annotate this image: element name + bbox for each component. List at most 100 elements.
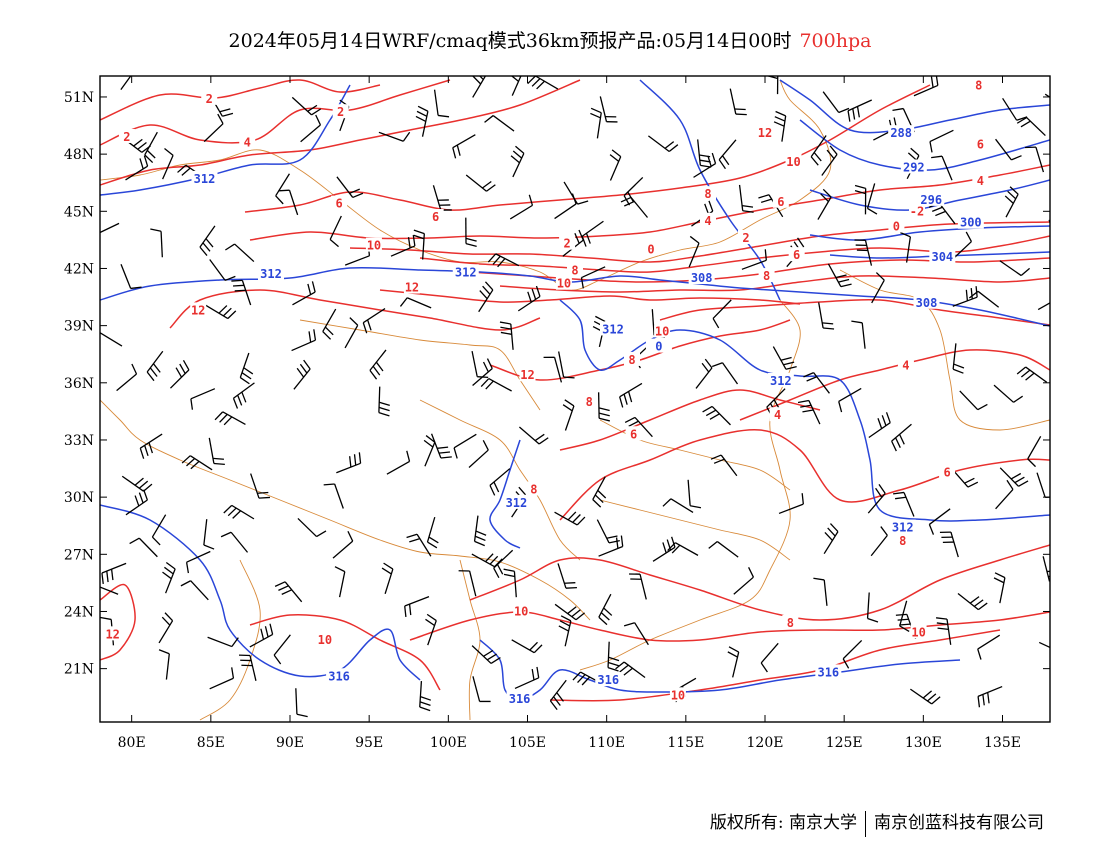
lon-tick-label: 105E <box>509 735 546 751</box>
wind-barb <box>250 473 271 499</box>
lon-tick-label: 110E <box>588 735 625 751</box>
wind-barb <box>158 649 170 680</box>
label-bg <box>567 262 583 277</box>
wind-barb <box>891 423 912 452</box>
wind-barb <box>847 99 873 122</box>
height-contour-line <box>489 439 521 549</box>
height-contour-line <box>779 79 1050 134</box>
lat-tick-label: 21N <box>64 662 94 678</box>
temperature-label: 10 <box>514 604 528 618</box>
lat-tick-label: 36N <box>64 376 94 392</box>
wind-barb <box>332 530 354 559</box>
boundary-line <box>199 559 261 721</box>
label-bg <box>757 125 773 140</box>
label-bg <box>104 626 121 641</box>
wind-barb <box>362 307 386 334</box>
wind-barb <box>562 399 575 431</box>
height-label: 288 <box>890 126 912 140</box>
height-contour-line <box>809 179 1050 211</box>
wind-barb <box>558 615 572 647</box>
lat-tick-label: 48N <box>64 147 94 163</box>
label-bg <box>427 209 444 224</box>
wind-barb <box>273 634 291 665</box>
wind-barb <box>423 435 436 467</box>
wind-barb <box>399 297 432 309</box>
lat-tick-label: 24N <box>64 604 94 620</box>
map-title: 2024年05月14日WRF/cmaq模式36km预报产品:05月14日00时 7… <box>0 26 1100 53</box>
wind-barb <box>205 304 237 320</box>
temperature-label: 0 <box>647 242 654 256</box>
temperature-contour-line <box>409 611 1050 642</box>
wind-barb <box>146 350 164 382</box>
wind-barb <box>868 412 891 439</box>
wind-barb <box>995 138 1022 161</box>
wind-barb <box>100 332 123 347</box>
label-bg <box>403 279 420 294</box>
lon-tick-label: 95E <box>355 735 383 751</box>
wind-barb <box>275 173 290 205</box>
wind-barb <box>484 115 515 132</box>
temperature-label: 8 <box>763 269 770 283</box>
height-label: 312 <box>260 267 282 281</box>
label-bg <box>452 264 479 279</box>
label-bg <box>939 464 956 479</box>
label-bg <box>331 195 348 210</box>
wind-barb <box>913 76 939 97</box>
temperature-contour-line <box>100 583 136 661</box>
temperature-label: -2 <box>910 204 924 218</box>
height-label: 316 <box>509 692 531 706</box>
temperature-label: 2 <box>123 130 130 144</box>
temperature-contour-line <box>489 319 791 381</box>
wind-barb <box>741 249 767 270</box>
lon-tick-label: 135E <box>984 735 1021 751</box>
wind-barb <box>150 228 163 258</box>
label-bg <box>769 407 786 422</box>
wind-barb <box>344 317 359 349</box>
wind-barb <box>323 483 344 509</box>
wind-barb <box>711 362 739 385</box>
temperature-label: 12 <box>191 303 205 317</box>
label-bg <box>118 128 135 143</box>
wind-barb <box>510 76 522 96</box>
wind-barb <box>871 272 885 304</box>
label-bg <box>624 351 640 366</box>
wind-barb <box>772 346 797 370</box>
wind-barb <box>433 89 450 118</box>
wind-barb <box>733 567 755 595</box>
height-label: 312 <box>602 322 624 336</box>
height-label: 308 <box>916 296 938 310</box>
temperature-label: 10 <box>671 688 685 702</box>
wind-barb <box>425 613 437 646</box>
temperature-label: 8 <box>530 483 537 497</box>
label-bg <box>688 269 715 284</box>
lat-tick-label: 51N <box>64 90 94 106</box>
wind-barb <box>599 96 618 123</box>
wind-barb <box>995 479 1014 510</box>
wind-barb <box>778 493 804 515</box>
wind-barb <box>527 76 559 90</box>
wind-barb <box>977 685 1003 708</box>
wind-barb <box>928 508 951 535</box>
label-bg <box>888 125 915 140</box>
wind-barb <box>695 358 713 389</box>
footer-credits: 版权所有: 南京大学 南京创蓝科技有限公司 <box>710 808 1044 837</box>
wind-barb <box>214 411 246 426</box>
wind-barb <box>208 437 225 466</box>
height-label: 316 <box>597 673 619 687</box>
wind-barb <box>1004 186 1019 218</box>
height-label: 312 <box>892 521 914 535</box>
temperature-contour-line <box>659 298 1050 326</box>
wind-barb <box>465 217 477 247</box>
height-contour-line <box>809 225 1050 241</box>
label-bg <box>506 691 533 706</box>
wind-barb <box>292 281 316 306</box>
wind-barb <box>729 88 747 116</box>
temperature-contour-line <box>379 289 801 305</box>
lat-tick-label: 45N <box>64 204 94 220</box>
lon-tick-label: 80E <box>118 735 146 751</box>
lon-tick-label: 90E <box>276 735 304 751</box>
temperature-label: 12 <box>405 281 419 295</box>
wind-barb <box>162 147 174 180</box>
temperature-label: 10 <box>318 633 332 647</box>
temperature-contour-line <box>549 629 1001 702</box>
